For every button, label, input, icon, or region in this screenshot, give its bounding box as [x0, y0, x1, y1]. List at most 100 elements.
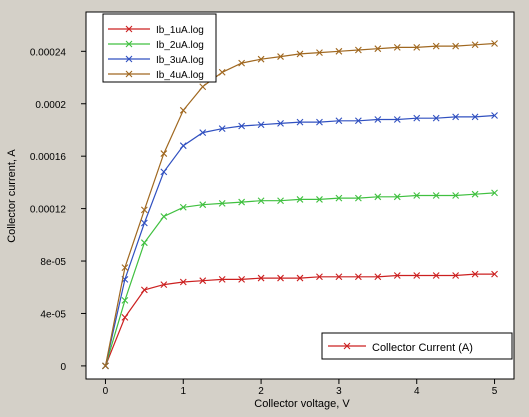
data-point-marker	[238, 122, 246, 130]
data-point-marker	[257, 55, 265, 63]
data-point-marker	[179, 203, 187, 211]
data-point-marker	[432, 272, 440, 279]
data-point-marker	[140, 286, 148, 294]
data-point-marker	[121, 264, 129, 271]
data-point-marker	[316, 118, 323, 126]
data-point-marker	[277, 197, 284, 205]
data-point-marker	[432, 42, 440, 50]
data-point-marker	[452, 192, 460, 199]
x-tick-label: 3	[336, 386, 342, 397]
legend-swatch-marker	[125, 40, 133, 48]
data-point-marker	[179, 106, 187, 114]
data-point-marker	[491, 40, 498, 47]
x-tick-label: 4	[414, 386, 420, 397]
data-point-marker	[491, 189, 498, 197]
data-point-marker	[179, 278, 187, 286]
y-tick-label: 0.00012	[30, 205, 67, 216]
data-point-marker	[218, 199, 226, 207]
data-point-marker	[199, 201, 207, 209]
secondary-legend-label: Collector Current (A)	[372, 342, 473, 354]
data-point-marker	[296, 274, 304, 282]
data-point-marker	[160, 281, 168, 289]
data-point-marker	[354, 46, 362, 54]
data-point-marker	[471, 41, 479, 49]
data-point-marker	[277, 120, 284, 127]
legend-entry-label: Ib_4uA.log	[156, 70, 204, 81]
secondary-legend: Collector Current (A)	[321, 332, 513, 360]
x-tick-label: 5	[492, 386, 498, 397]
data-point-marker	[471, 113, 479, 121]
data-point-marker	[374, 116, 382, 123]
data-point-marker	[179, 142, 187, 150]
data-point-marker	[160, 213, 168, 220]
y-tick-label: 0.00024	[30, 47, 67, 58]
data-point-marker	[374, 273, 382, 281]
y-axis: 0 4e-05 8e-05 0.00012 0.00016 0.0002 0.00024	[30, 47, 86, 373]
data-point-marker	[393, 272, 401, 279]
legend-box	[102, 13, 217, 83]
data-point-marker	[374, 193, 382, 201]
data-point-marker	[257, 197, 265, 205]
data-point-marker	[491, 112, 498, 119]
data-point-marker	[354, 117, 362, 125]
x-axis: 0 1 2 3 4 5	[103, 379, 498, 397]
data-point-marker	[413, 272, 421, 279]
data-point-marker	[238, 198, 246, 206]
data-point-marker	[218, 275, 226, 283]
y-axis-label: Collector current, A	[6, 149, 18, 243]
legend-swatch-marker	[125, 70, 133, 78]
data-point-marker	[277, 274, 284, 282]
data-point-marker	[218, 68, 226, 76]
data-point-marker	[296, 118, 304, 126]
data-point-marker	[432, 114, 440, 122]
x-axis-label: Collector voltage, V	[254, 398, 350, 410]
data-point-marker	[218, 125, 226, 133]
data-point-marker	[354, 194, 362, 202]
data-point-marker	[140, 219, 148, 227]
data-point-marker	[121, 314, 129, 321]
data-point-marker	[354, 273, 362, 281]
y-tick-label: 0.00016	[30, 152, 67, 163]
data-point-marker	[316, 196, 323, 203]
legend-swatch-marker	[125, 25, 133, 33]
secondary-legend-swatch-marker	[343, 342, 351, 350]
x-tick-label: 0	[103, 386, 109, 397]
data-point-marker	[452, 113, 460, 121]
data-point-marker	[277, 53, 284, 60]
data-point-marker	[199, 277, 207, 285]
x-tick-label: 1	[180, 386, 186, 397]
data-point-marker	[413, 192, 421, 199]
y-tick-label: 0	[60, 362, 66, 373]
legend: Ib_1uA.log Ib_2uA.log Ib_3uA.log Ib_4uA.log	[102, 13, 217, 83]
data-point-marker	[140, 239, 148, 247]
data-point-marker	[471, 190, 479, 198]
data-point-marker	[296, 196, 304, 203]
data-point-marker	[452, 272, 460, 279]
data-point-marker	[335, 194, 343, 202]
data-point-marker	[140, 206, 148, 214]
data-point-marker	[374, 45, 382, 53]
data-point-marker	[393, 193, 401, 201]
data-point-marker	[316, 49, 323, 57]
x-tick-label: 2	[258, 386, 264, 397]
data-point-marker	[491, 270, 498, 278]
legend-entry-label: Ib_1uA.log	[156, 25, 204, 36]
data-point-marker	[335, 47, 343, 55]
data-point-marker	[413, 114, 421, 122]
data-point-marker	[335, 117, 343, 125]
data-point-marker	[257, 121, 265, 129]
data-point-marker	[238, 59, 246, 67]
data-point-marker	[413, 44, 421, 51]
data-point-marker	[257, 274, 265, 282]
y-tick-label: 0.0002	[35, 100, 66, 111]
y-tick-label: 4e-05	[40, 309, 66, 320]
data-point-marker	[393, 44, 401, 51]
data-point-marker	[335, 273, 343, 281]
data-point-marker	[160, 168, 168, 176]
data-point-marker	[471, 270, 479, 278]
legend-entry-label: Ib_3uA.log	[156, 55, 204, 66]
data-point-marker	[296, 50, 304, 58]
data-point-marker	[121, 296, 129, 304]
